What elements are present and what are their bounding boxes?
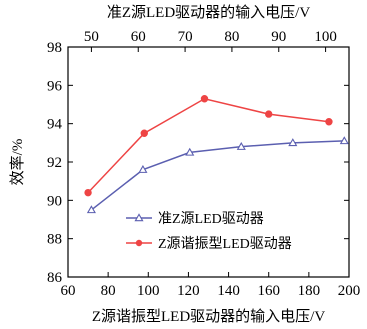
- y-tick-label: 92: [47, 155, 62, 171]
- x-top-tick-label: 90: [271, 29, 286, 45]
- x-top-tick-label: 70: [178, 29, 193, 45]
- axes-layer: 60 80 100 120 140 160 180 200 50 60 70 80 90 100 86 88 9…: [47, 29, 360, 299]
- y-tick-label: 96: [47, 78, 63, 94]
- x-bottom-tick-label: 60: [61, 283, 76, 299]
- series-1-point: [265, 110, 273, 118]
- x-top-tick-label: 50: [84, 29, 99, 45]
- x-bottom-tick-label: 200: [338, 283, 361, 299]
- series-1-point: [325, 118, 333, 126]
- x-top-tick-label: 60: [131, 29, 146, 45]
- top-axis-title: 准Z源LED驱动器的输入电压/V: [107, 4, 310, 21]
- series-0-line: [90, 140, 345, 211]
- x-bottom-tick-label: 100: [137, 283, 160, 299]
- series-1-point: [84, 188, 92, 197]
- legend-1-marker: [135, 239, 143, 247]
- legend-0-label: 准Z源LED驱动器: [158, 211, 264, 227]
- bottom-axis-title: Z源谐振型LED驱动器的输入电压/V: [92, 308, 325, 325]
- x-top-tick-label: 80: [224, 29, 239, 45]
- x-bottom-tick-label: 140: [217, 283, 240, 299]
- x-bottom-tick-label: 120: [177, 283, 200, 299]
- y-tick-label: 86: [47, 270, 63, 286]
- y-tick-label: 94: [47, 117, 63, 133]
- y-tick-label: 98: [47, 40, 62, 56]
- y-axis-title: 效率/%: [9, 139, 26, 186]
- series-0-point: [86, 205, 96, 214]
- x-bottom-tick-label: 80: [101, 283, 116, 299]
- series-0-point: [236, 141, 246, 150]
- series-0-point: [339, 136, 349, 145]
- series-0-point: [288, 138, 298, 147]
- y-tick-label: 90: [47, 193, 62, 209]
- series-0-point: [138, 164, 148, 173]
- legend-1-label: Z源谐振型LED驱动器: [158, 236, 292, 252]
- series-1-point: [140, 129, 148, 137]
- legend-0-marker: [134, 213, 144, 222]
- series-0-point: [185, 147, 195, 156]
- legend: 准Z源LED驱动器 Z源谐振型LED驱动器: [126, 211, 292, 252]
- x-bottom-tick-label: 160: [257, 283, 280, 299]
- x-top-tick-label: 100: [314, 29, 337, 45]
- x-bottom-tick-label: 180: [298, 283, 321, 299]
- series-layer: [84, 95, 349, 214]
- y-tick-label: 88: [47, 232, 62, 248]
- series-1-point: [200, 95, 209, 103]
